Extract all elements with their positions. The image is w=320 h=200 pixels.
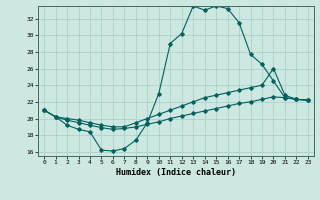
X-axis label: Humidex (Indice chaleur): Humidex (Indice chaleur) bbox=[116, 168, 236, 177]
